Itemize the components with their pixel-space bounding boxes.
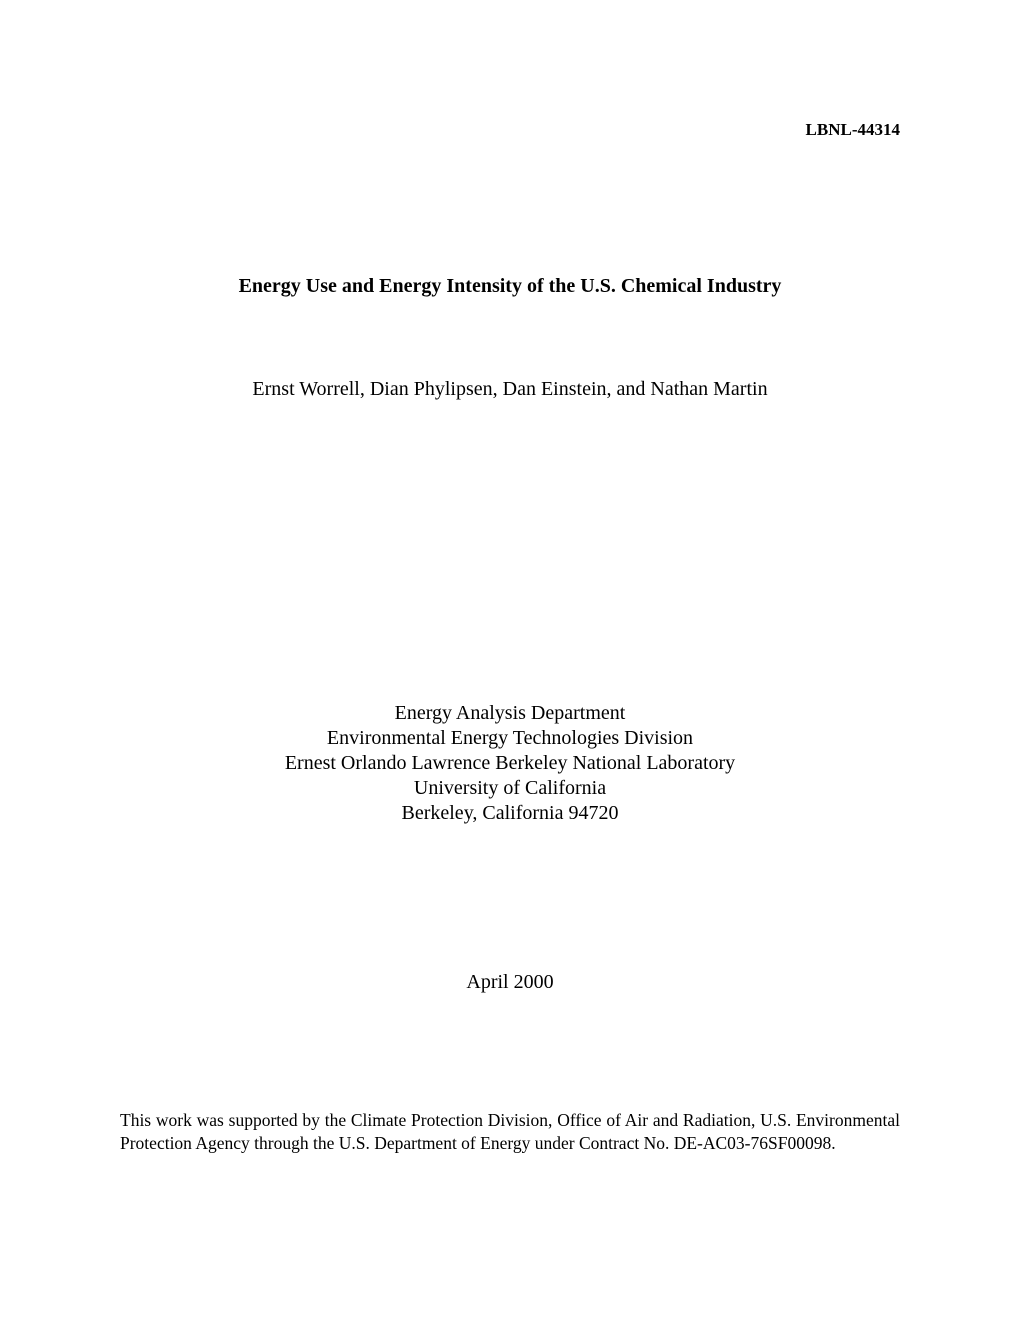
document-title: Energy Use and Energy Intensity of the U… [120, 275, 900, 298]
affiliation-line: Environmental Energy Technologies Divisi… [120, 726, 900, 751]
affiliation-line: University of California [120, 776, 900, 801]
acknowledgment-text: This work was supported by the Climate P… [120, 1109, 900, 1155]
report-number: LBNL-44314 [120, 120, 900, 140]
publication-date: April 2000 [120, 971, 900, 994]
affiliation-line: Berkeley, California 94720 [120, 801, 900, 826]
affiliation-line: Ernest Orlando Lawrence Berkeley Nationa… [120, 751, 900, 776]
affiliation-block: Energy Analysis Department Environmental… [120, 701, 900, 826]
authors: Ernst Worrell, Dian Phylipsen, Dan Einst… [120, 378, 900, 401]
affiliation-line: Energy Analysis Department [120, 701, 900, 726]
